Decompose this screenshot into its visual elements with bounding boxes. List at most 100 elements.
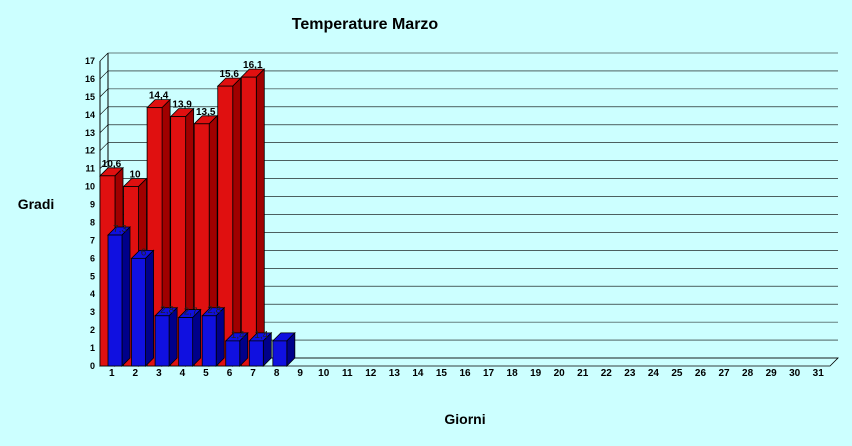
x-tick-label: 17 [483,368,495,379]
y-tick-label: 3 [90,307,95,317]
bar-max [240,68,266,367]
x-tick-label: 14 [412,368,424,379]
x-tick-label: 18 [507,368,519,379]
x-tick-label: 29 [766,368,778,379]
data-label-min: 1,4 [231,330,245,341]
bar-min-front [107,234,123,367]
gridline-side [99,142,109,151]
y-axis-label: Gradi [18,196,55,212]
bar-min [271,331,296,367]
x-tick-label: 8 [274,368,280,379]
bar-min [248,331,273,367]
data-label-min: 2,8 [160,305,174,316]
x-tick-label: 22 [601,368,613,379]
data-label-max: 10,6 [102,159,122,170]
bar-max [216,77,242,367]
y-tick-label: 14 [85,110,95,120]
x-tick-label: 13 [389,368,401,379]
x-tick-label: 12 [365,368,377,379]
data-label-max: 15,6 [220,69,240,80]
bar-min [130,249,155,367]
x-tick-label: 9 [297,368,303,379]
bar-min [177,308,202,367]
bar-min-front [178,317,194,367]
y-tick-label: 9 [90,200,95,210]
x-tick-label: 15 [436,368,448,379]
bar-min-side [168,306,178,367]
x-tick-label: 30 [789,368,801,379]
data-label-min: 7,3 [113,224,127,235]
y-tick-label: 13 [85,128,95,138]
x-tick-label: 21 [577,368,589,379]
x-tick-label: 1 [109,368,115,379]
bar-min-front [131,257,146,367]
bar-min [154,306,179,367]
gridline-side [99,70,109,80]
gridline-side [99,106,109,116]
bar-max-front [170,116,187,367]
bar-min-front [248,340,264,367]
y-tick-label: 8 [90,217,95,227]
bar-max [169,107,195,367]
x-tick-label: 28 [742,368,754,379]
bar-min-front [201,315,217,367]
bar-min [107,226,131,367]
y-tick-label: 7 [90,235,95,245]
bar-max [193,114,219,367]
data-label-max: 13,5 [196,107,216,118]
x-tick-label: 6 [227,368,233,379]
y-tick-label: 0 [90,361,95,371]
y-tick-label: 1 [90,343,95,353]
x-tick-label: 7 [250,368,256,379]
bar-min-side [145,249,154,367]
bar-min [201,306,226,367]
gridline-side [99,124,109,133]
x-tick-label: 3 [156,368,162,379]
y-tick-label: 15 [85,92,95,102]
y-tick-label: 10 [85,182,95,192]
data-label-max: 13,9 [172,100,192,111]
x-tick-label: 26 [695,368,707,379]
x-tick-label: 5 [203,368,209,379]
y-tick-label: 17 [85,56,95,66]
x-tick-label: 31 [813,368,825,379]
x-tick-label: 16 [459,368,471,379]
bar-min-side [215,306,225,367]
data-label-max: 10 [129,170,141,181]
bar-max-side [255,68,265,367]
y-tick-label: 6 [90,253,95,263]
x-tick-label: 20 [554,368,566,379]
data-label-min: 2,8 [207,305,221,316]
x-tick-label: 11 [342,368,353,379]
bar-min-front [154,315,170,367]
bar-max-front [193,123,210,367]
bar-min-front [225,340,241,367]
x-tick-label: 23 [624,368,636,379]
y-tick-label: 5 [90,271,95,281]
x-tick-label: 10 [318,368,330,379]
data-label-min: 6 [141,247,147,258]
x-axis-label: Giorni [444,411,485,427]
gridline-side [99,88,109,98]
x-tick-label: 25 [671,368,683,379]
bar-min-side [192,308,202,367]
data-label-min: 2,7 [184,307,198,318]
y-tick-label: 2 [90,325,95,335]
x-tick-label: 2 [133,368,139,379]
bar-min-side [121,226,131,367]
bar-max-side [232,77,242,367]
y-tick-label: 11 [85,164,95,174]
bar-max-front [217,85,234,367]
y-tick-label: 12 [85,146,95,156]
x-tick-label: 19 [530,368,542,379]
gridline-side [99,160,109,169]
x-tick-label: 24 [648,368,660,379]
x-tick-label: 4 [180,368,186,379]
data-label-min: 1,4 [254,330,268,341]
data-label-max: 16,1 [243,60,263,71]
data-label-max: 14,4 [149,91,169,102]
bar-min-front [272,340,288,367]
